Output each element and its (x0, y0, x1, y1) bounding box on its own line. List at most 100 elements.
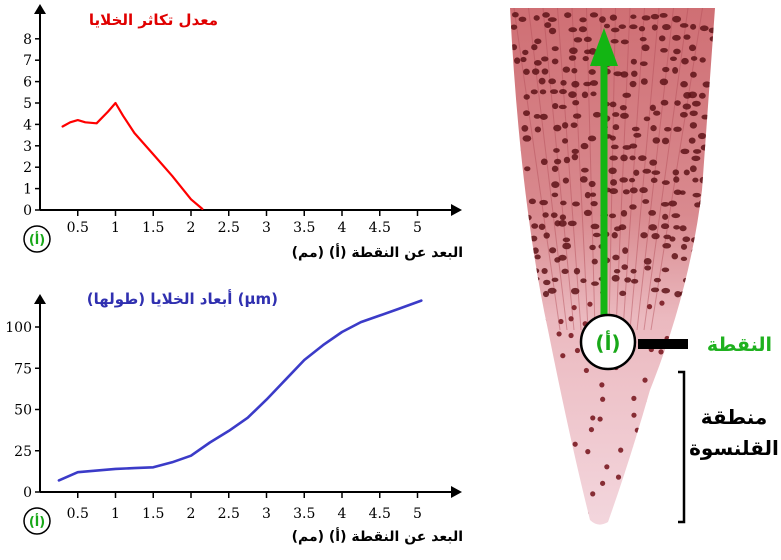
nucleus (672, 34, 681, 41)
nucleus (599, 16, 606, 23)
nucleus (682, 103, 692, 110)
nucleus (571, 495, 577, 501)
nucleus (539, 199, 548, 206)
nucleus (620, 112, 629, 119)
nucleus (629, 155, 636, 161)
nucleus (524, 166, 531, 172)
nucleus (585, 449, 591, 455)
nucleus (558, 104, 567, 110)
nucleus (622, 189, 630, 195)
point-pointer-bar (638, 339, 688, 349)
nucleus (522, 280, 531, 286)
nucleus (567, 458, 573, 464)
nucleus (582, 56, 589, 62)
nucleus (560, 80, 567, 86)
nucleus (553, 124, 562, 132)
y-tick-label: 50 (14, 403, 32, 419)
cell-file-line (513, 8, 561, 331)
nucleus (600, 480, 606, 486)
nucleus (513, 220, 523, 227)
nucleus (588, 47, 597, 55)
nucleus (540, 318, 547, 324)
nucleus (630, 14, 637, 19)
nucleus (662, 242, 672, 249)
nucleus (613, 268, 621, 274)
nucleus (674, 290, 682, 298)
nucleus (682, 277, 690, 283)
nucleus (679, 111, 688, 118)
nucleus (710, 112, 715, 117)
nucleus (510, 24, 518, 30)
x-tick-label: 1.5 (142, 506, 164, 522)
nucleus (562, 242, 572, 250)
nucleus (611, 274, 620, 282)
nucleus (568, 55, 577, 61)
nucleus (521, 124, 529, 132)
nucleus (633, 169, 640, 176)
origin-point-label-bottom: (أ) (29, 513, 45, 530)
nucleus (543, 279, 551, 286)
y-tick-label: 0 (23, 203, 32, 219)
nucleus (551, 46, 559, 52)
x-tick-label: 1.5 (142, 220, 164, 236)
nucleus (648, 224, 658, 231)
nucleus (581, 167, 589, 173)
x-tick-label: 5 (413, 506, 422, 522)
nucleus (713, 211, 715, 218)
nucleus (679, 303, 686, 309)
nucleus (580, 278, 587, 284)
nucleus (692, 177, 699, 183)
nucleus (562, 237, 571, 243)
nucleus (620, 71, 629, 78)
nucleus (703, 231, 711, 237)
nucleus (558, 254, 567, 261)
nucleus (641, 15, 651, 21)
x-axis-arrowhead (451, 486, 462, 498)
nucleus (681, 57, 689, 65)
nucleus (556, 445, 562, 451)
nucleus (629, 204, 637, 210)
cell-length-x-ticks: 0.5 1 1.5 2 2.5 3 3.5 4 4.5 5 (67, 492, 422, 522)
nucleus (644, 265, 652, 271)
nucleus (634, 427, 640, 433)
nucleus (619, 290, 627, 297)
nucleus (688, 91, 698, 99)
nucleus (693, 384, 699, 390)
nucleus (584, 191, 591, 199)
x-tick-label: 1 (111, 506, 120, 522)
x-tick-label: 4 (338, 506, 347, 522)
nucleus (572, 113, 582, 119)
nucleus (559, 88, 567, 95)
nucleus (618, 24, 627, 29)
nucleus (630, 268, 637, 274)
cell-file-line (571, 8, 589, 331)
nucleus (518, 16, 527, 22)
nucleus (672, 67, 679, 74)
nucleus (510, 269, 517, 274)
nucleus (538, 77, 546, 85)
nucleus (677, 330, 683, 336)
x-tick-label: 4.5 (369, 506, 391, 522)
nucleus (631, 70, 638, 77)
nucleus (693, 149, 702, 154)
nucleus (697, 132, 707, 140)
nucleus (592, 232, 601, 238)
nucleus (672, 169, 680, 176)
nucleus (639, 187, 648, 194)
nucleus (673, 225, 681, 230)
nucleus (622, 247, 629, 254)
nucleus (660, 201, 670, 207)
nucleus (561, 122, 569, 129)
nucleus (659, 300, 665, 306)
nucleus (522, 135, 532, 142)
nucleus (630, 278, 639, 284)
nucleus (533, 60, 542, 66)
y-tick-label: 100 (5, 320, 32, 336)
nucleus (571, 287, 580, 295)
nucleus (574, 347, 581, 354)
nucleus (547, 17, 557, 22)
nucleus (679, 291, 688, 297)
nucleus (542, 212, 549, 218)
nucleus (642, 168, 652, 174)
